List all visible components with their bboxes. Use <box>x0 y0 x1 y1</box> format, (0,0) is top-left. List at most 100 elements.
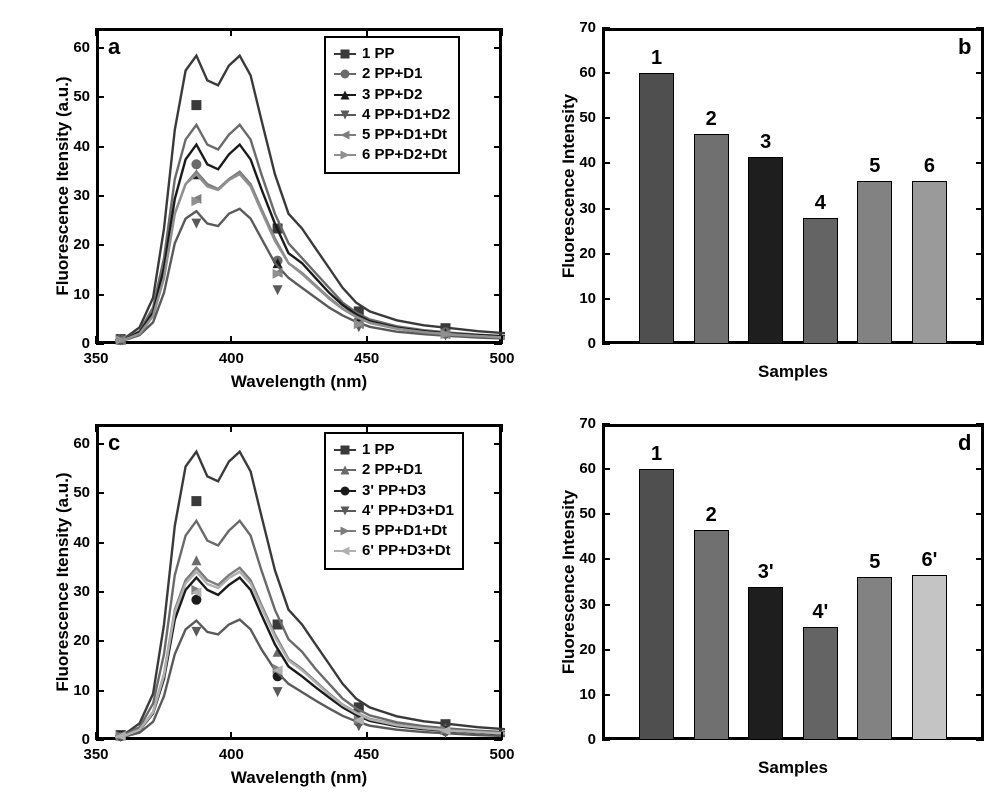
y-tick <box>494 195 502 197</box>
y-tick <box>976 72 984 74</box>
legend-label: 6' PP+D3+Dt <box>362 541 451 561</box>
y-tick <box>96 294 104 296</box>
y-tick <box>96 343 104 345</box>
y-tick <box>602 117 610 119</box>
y-tick-label: 70 <box>566 415 596 432</box>
panel-c: 0102030405060350400450500Fluorescence It… <box>18 414 518 792</box>
legend-label: 2 PP+D1 <box>362 64 422 84</box>
y-tick-label: 60 <box>566 460 596 477</box>
panel-b: 010203040506070123456Fluorescence Intens… <box>534 18 1000 396</box>
x-tick-label: 400 <box>209 350 253 367</box>
legend-swatch <box>334 114 356 116</box>
legend-item: 2 PP+D1 <box>334 460 454 480</box>
y-tick <box>602 468 610 470</box>
y-tick <box>602 27 610 29</box>
legend-swatch <box>334 530 356 532</box>
bar <box>857 181 892 344</box>
series-line <box>115 145 505 341</box>
y-tick <box>96 492 104 494</box>
x-axis-title: Samples <box>602 362 984 382</box>
y-tick <box>976 513 984 515</box>
y-tick <box>602 162 610 164</box>
x-tick <box>95 28 97 36</box>
y-tick <box>602 253 610 255</box>
bar <box>639 73 674 344</box>
x-tick <box>95 424 97 432</box>
x-axis-title: Wavelength (nm) <box>96 372 502 392</box>
y-tick <box>976 558 984 560</box>
y-axis-title: Fluorescence Intensity <box>559 86 579 286</box>
x-tick <box>501 732 503 740</box>
x-tick <box>95 732 97 740</box>
bar <box>694 530 729 740</box>
panel-letter: a <box>108 34 120 60</box>
panel-letter: c <box>108 430 120 456</box>
bar <box>912 575 947 740</box>
legend: 1 PP2 PP+D13 PP+D24 PP+D1+D25 PP+D1+Dt6 … <box>324 36 460 174</box>
y-tick <box>976 649 984 651</box>
bar-label: 4' <box>812 601 828 624</box>
bar <box>912 181 947 344</box>
y-tick <box>602 423 610 425</box>
y-tick <box>96 195 104 197</box>
legend: 1 PP2 PP+D13' PP+D34' PP+D3+D15 PP+D1+Dt… <box>324 432 464 570</box>
y-tick <box>494 542 502 544</box>
x-tick-label: 500 <box>480 350 524 367</box>
series-marker <box>191 496 201 506</box>
y-tick <box>976 27 984 29</box>
panel-d: 010203040506070123'4'56'Fluorescence Int… <box>534 414 1000 792</box>
series-marker <box>191 100 201 110</box>
y-tick <box>602 694 610 696</box>
x-tick-label: 500 <box>480 746 524 763</box>
legend-item: 3 PP+D2 <box>334 85 450 105</box>
y-tick <box>602 604 610 606</box>
y-axis-title: Fluorescence Intensity <box>559 482 579 682</box>
x-tick <box>366 336 368 344</box>
y-tick <box>494 96 502 98</box>
legend-item: 1 PP <box>334 440 454 460</box>
series-marker <box>273 687 283 697</box>
y-tick <box>494 591 502 593</box>
legend-swatch <box>334 53 356 55</box>
y-tick <box>602 649 610 651</box>
figure-grid: 0102030405060350400450500Fluorescence It… <box>18 18 982 792</box>
legend-swatch <box>334 134 356 136</box>
x-tick-label: 400 <box>209 746 253 763</box>
y-tick <box>96 443 104 445</box>
bar <box>694 134 729 344</box>
legend-label: 4' PP+D3+D1 <box>362 501 454 521</box>
y-tick <box>602 298 610 300</box>
legend-item: 1 PP <box>334 44 450 64</box>
y-tick <box>96 146 104 148</box>
legend-item: 3' PP+D3 <box>334 481 454 501</box>
legend-swatch <box>334 154 356 156</box>
legend-label: 5 PP+D1+Dt <box>362 521 447 541</box>
y-tick-label: 0 <box>566 335 596 352</box>
bar <box>748 587 783 740</box>
y-tick-label: 60 <box>58 39 90 56</box>
y-tick <box>494 146 502 148</box>
y-tick <box>602 343 610 345</box>
y-tick-label: 60 <box>566 64 596 81</box>
legend-label: 3 PP+D2 <box>362 85 422 105</box>
y-tick <box>96 739 104 741</box>
series-marker <box>191 555 201 565</box>
legend-label: 4 PP+D1+D2 <box>362 105 450 125</box>
y-tick <box>96 640 104 642</box>
bar-label: 5 <box>869 551 880 574</box>
panel-letter: b <box>958 34 971 60</box>
y-tick <box>976 604 984 606</box>
x-axis-title: Wavelength (nm) <box>96 768 502 788</box>
legend-swatch <box>334 469 356 471</box>
bar <box>639 469 674 740</box>
y-tick-label: 0 <box>566 731 596 748</box>
panel-letter: d <box>958 430 971 456</box>
legend-label: 5 PP+D1+Dt <box>362 125 447 145</box>
y-tick <box>976 423 984 425</box>
x-tick <box>366 732 368 740</box>
y-tick <box>976 117 984 119</box>
y-tick <box>494 244 502 246</box>
x-tick <box>366 28 368 36</box>
y-tick <box>494 47 502 49</box>
legend-label: 6 PP+D2+Dt <box>362 145 447 165</box>
